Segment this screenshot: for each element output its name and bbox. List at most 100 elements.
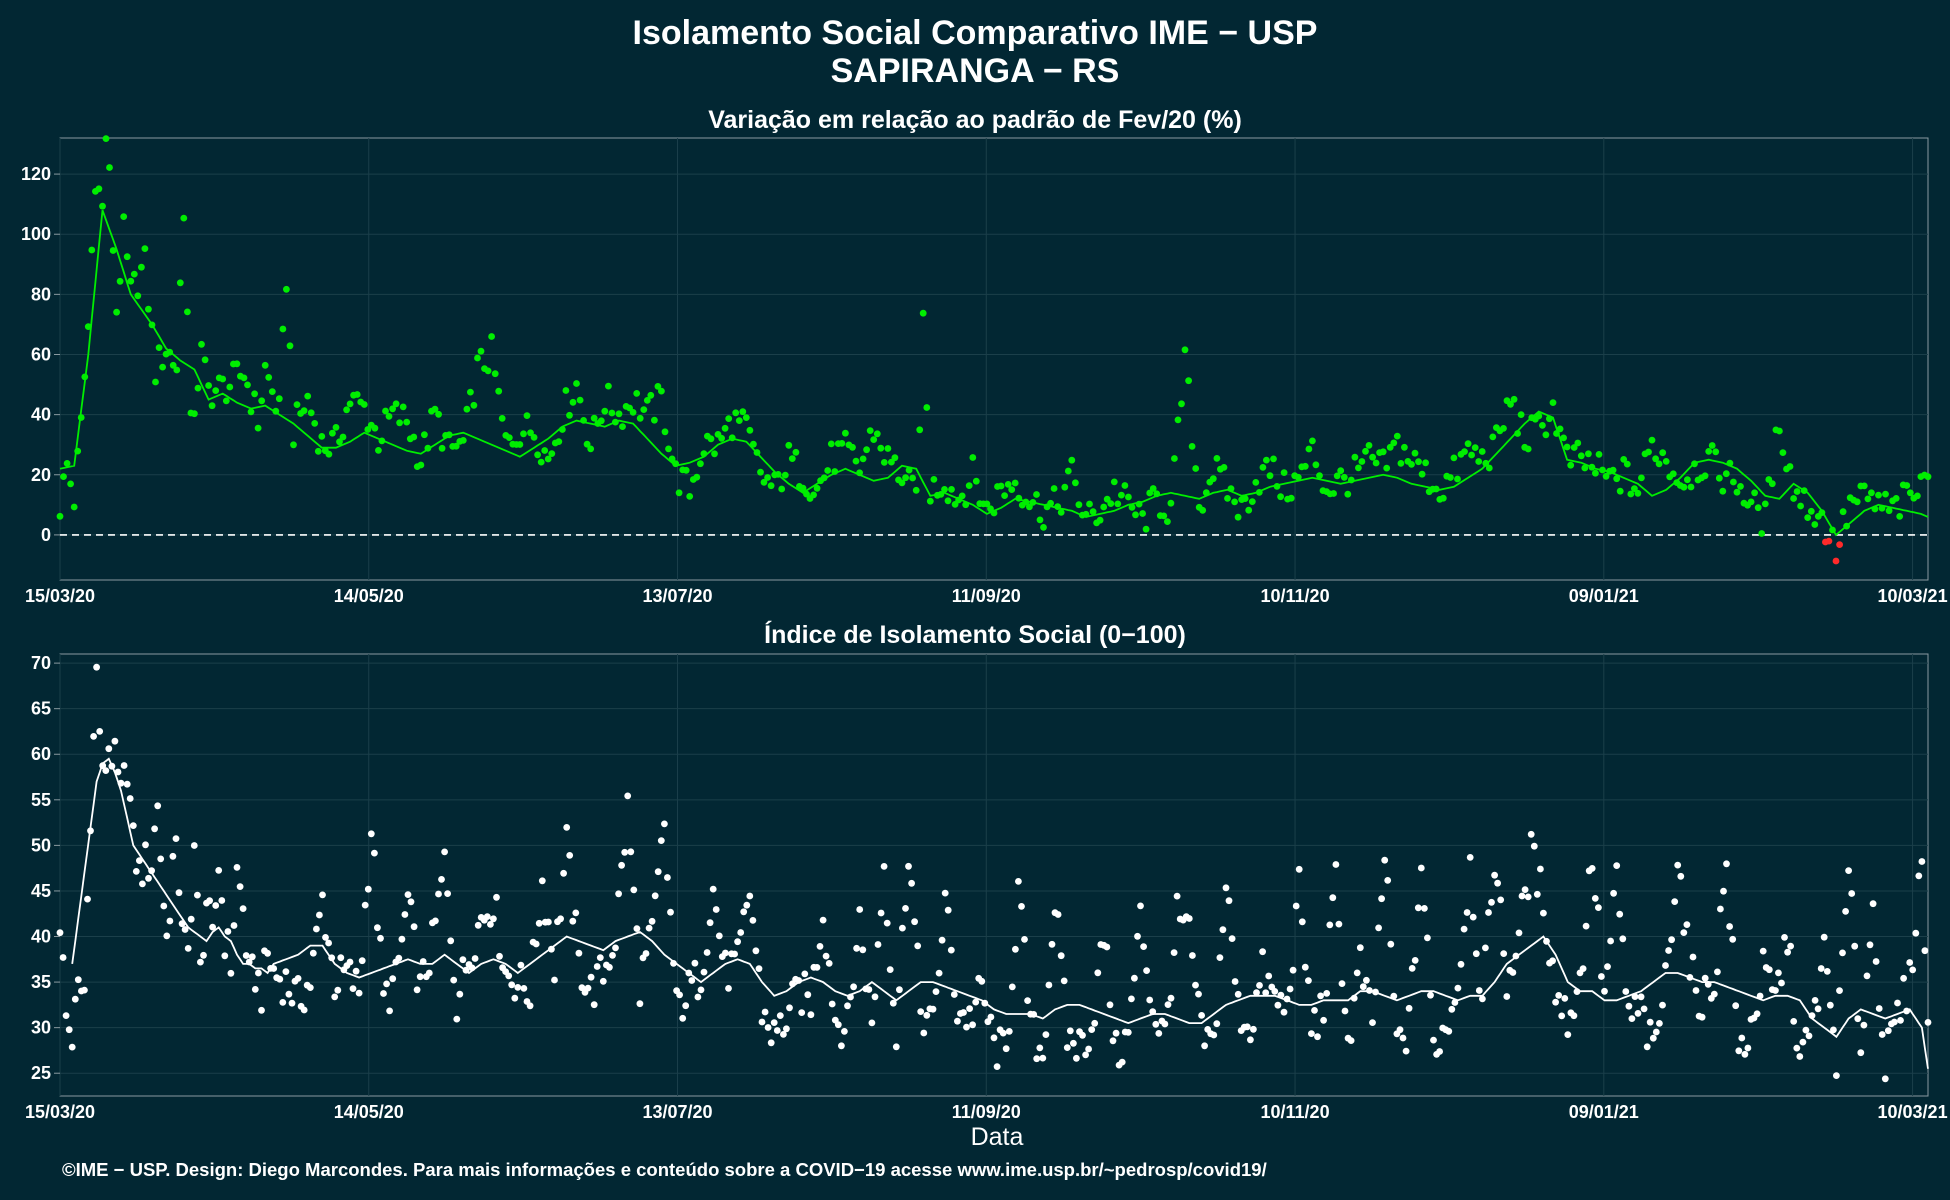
- data-point: [300, 407, 308, 415]
- data-point: [884, 445, 892, 452]
- data-point: [746, 892, 754, 900]
- data-point: [1427, 991, 1434, 999]
- data-point: [1686, 974, 1694, 981]
- data-point: [1558, 1012, 1566, 1020]
- data-point: [1167, 499, 1175, 507]
- data-point: [1341, 1007, 1349, 1015]
- data-point: [1096, 516, 1104, 524]
- data-point: [1719, 487, 1727, 495]
- data-point: [1698, 1013, 1706, 1021]
- data-point: [105, 745, 113, 753]
- data-point: [1160, 512, 1168, 520]
- data-point: [981, 999, 989, 1007]
- data-point: [1710, 990, 1718, 998]
- data-point: [1256, 982, 1263, 989]
- data-point: [1118, 491, 1125, 499]
- data-point: [1489, 433, 1497, 441]
- data-point: [593, 963, 601, 970]
- panel-index-frame: [59, 653, 1929, 1097]
- data-point: [1836, 541, 1843, 548]
- data-point: [1790, 495, 1797, 502]
- data-point: [912, 486, 920, 494]
- data-point: [1732, 1002, 1740, 1010]
- data-point: [1500, 950, 1508, 957]
- data-point: [621, 848, 629, 856]
- data-point: [1021, 936, 1028, 943]
- data-point: [679, 1014, 687, 1022]
- data-point: [1832, 557, 1840, 565]
- data-point: [1164, 518, 1171, 525]
- data-point: [1729, 935, 1737, 943]
- data-point: [1533, 890, 1541, 898]
- data-point: [757, 468, 764, 476]
- data-point: [700, 968, 708, 976]
- data-point: [1100, 503, 1108, 511]
- data-point: [537, 458, 545, 466]
- chart-title-line2: SAPIRANGA − RS: [831, 52, 1120, 90]
- panel-variation-title: Variação em relação ao padrão de Fev/20 …: [708, 106, 1242, 134]
- data-point: [1199, 506, 1207, 514]
- data-point: [1030, 1011, 1038, 1018]
- data-point: [1616, 487, 1624, 495]
- data-point: [264, 949, 271, 957]
- data-point: [1002, 1045, 1010, 1053]
- data-point: [488, 333, 495, 340]
- data-point: [1057, 509, 1065, 516]
- data-point: [1839, 508, 1847, 516]
- data-point: [590, 414, 598, 422]
- data-point: [1070, 1039, 1077, 1047]
- data-point: [880, 863, 888, 870]
- data-point: [1164, 1001, 1172, 1008]
- data-point: [392, 400, 400, 408]
- data-point: [647, 391, 655, 399]
- data-point: [194, 891, 201, 899]
- data-point: [849, 443, 856, 451]
- data-point: [739, 408, 747, 416]
- data-point: [838, 440, 846, 447]
- y-tick-label: 40: [31, 405, 51, 425]
- data-point: [575, 949, 583, 957]
- data-point: [1482, 944, 1489, 952]
- data-point: [612, 944, 619, 952]
- data-point: [56, 929, 64, 937]
- data-point: [1906, 489, 1914, 497]
- data-point: [1422, 459, 1429, 467]
- data-point: [1823, 968, 1831, 975]
- data-point: [1786, 463, 1794, 470]
- data-point: [1265, 972, 1273, 980]
- data-point: [1471, 444, 1479, 451]
- data-point: [941, 486, 948, 493]
- data-point: [383, 980, 390, 988]
- data-point: [134, 292, 142, 300]
- data-point: [658, 387, 665, 395]
- y-tick-label: 60: [31, 744, 51, 764]
- data-point: [1139, 510, 1146, 517]
- data-point: [773, 1027, 781, 1034]
- data-point: [1579, 965, 1587, 972]
- data-point: [1048, 940, 1056, 948]
- data-point: [643, 397, 651, 404]
- data-point: [1485, 909, 1492, 916]
- data-point: [783, 1025, 790, 1033]
- data-point: [1008, 486, 1016, 493]
- data-point: [715, 932, 723, 940]
- data-point: [1638, 474, 1645, 482]
- data-point: [1741, 1050, 1749, 1058]
- data-point: [1482, 459, 1490, 467]
- x-tick-label: 10/03/21: [1878, 586, 1948, 606]
- data-point: [276, 975, 284, 983]
- data-point: [1408, 461, 1415, 468]
- data-point: [474, 921, 482, 929]
- data-point: [282, 968, 290, 975]
- data-point: [1091, 1019, 1099, 1027]
- data-point: [999, 1029, 1007, 1037]
- data-point: [1680, 929, 1688, 936]
- data-point: [1475, 987, 1483, 994]
- data-point: [1645, 448, 1652, 456]
- data-point: [419, 958, 427, 965]
- data-point: [1652, 1028, 1660, 1036]
- data-point: [859, 455, 867, 463]
- data-point: [432, 917, 439, 925]
- data-point: [176, 279, 184, 287]
- data-point: [1088, 1026, 1096, 1033]
